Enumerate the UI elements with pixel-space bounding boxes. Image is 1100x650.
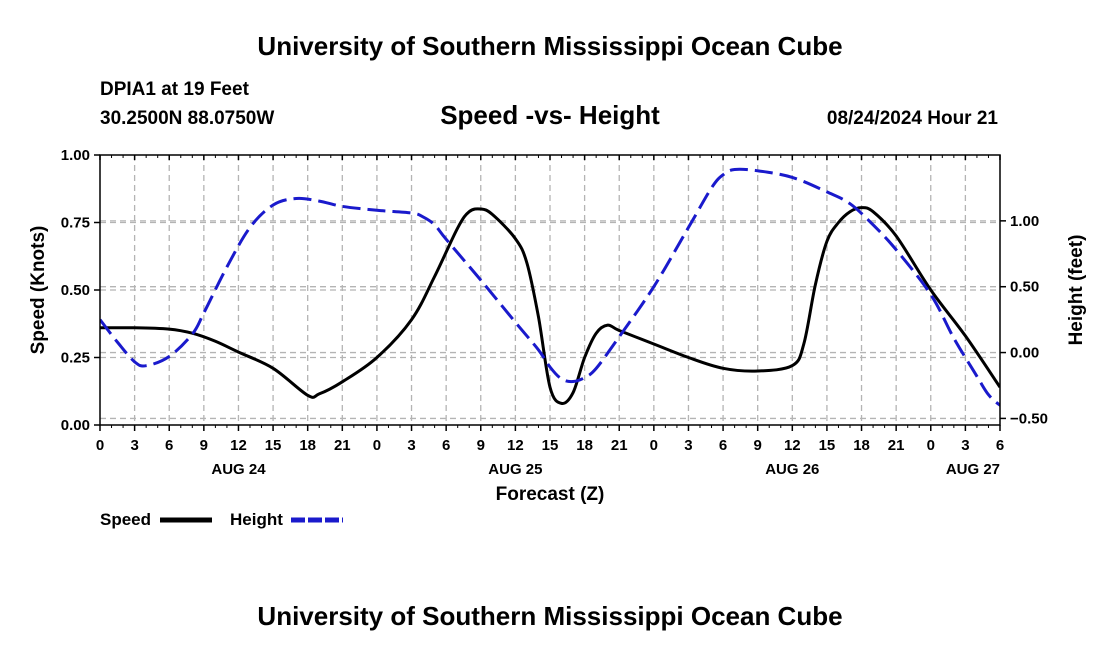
chart-title: Speed -vs- Height bbox=[440, 100, 660, 130]
series-line-height bbox=[100, 167, 1000, 408]
date-label: AUG 27 bbox=[946, 461, 1000, 478]
x-tick-label: 9 bbox=[477, 437, 485, 454]
x-tick-label: 15 bbox=[542, 437, 559, 454]
x-tick-label: 6 bbox=[442, 437, 450, 454]
axes: 0 3 6 9 12 15 18 21 0 3 6 9 12 15 18 21 0 3 6 9 12 15 18 21 0 3 6 A… bbox=[61, 147, 1048, 478]
x-tick-label: 9 bbox=[754, 437, 762, 454]
date-label: AUG 24 bbox=[211, 461, 266, 478]
data-series bbox=[100, 167, 1000, 408]
x-axis-label: Forecast (Z) bbox=[496, 484, 605, 505]
series-line-speed bbox=[100, 206, 1000, 406]
legend-label-height: Height bbox=[230, 510, 283, 529]
x-tick-label: 9 bbox=[200, 437, 208, 454]
x-tick-label: 12 bbox=[230, 437, 247, 454]
x-tick-label: 0 bbox=[650, 437, 658, 454]
x-tick-label: 3 bbox=[684, 437, 692, 454]
x-tick-label: 6 bbox=[996, 437, 1004, 454]
y-tick-label: 0.25 bbox=[61, 350, 90, 367]
y-tick-label: 1.00 bbox=[61, 147, 90, 164]
date-label: AUG 25 bbox=[488, 461, 542, 478]
x-tick-label: 21 bbox=[334, 437, 351, 454]
station-label: DPIA1 at 19 Feet bbox=[100, 79, 250, 100]
footer-title: University of Southern Mississippi Ocean… bbox=[257, 601, 842, 631]
y-tick-label: 0.50 bbox=[61, 282, 90, 299]
x-tick-label: 6 bbox=[719, 437, 727, 454]
y2-axis-label: Height (feet) bbox=[1066, 235, 1087, 346]
y2-tick-label: 0.50 bbox=[1010, 279, 1039, 296]
date-label: AUG 26 bbox=[765, 461, 819, 478]
forecast-datetime: 08/24/2024 Hour 21 bbox=[827, 108, 999, 129]
x-tick-label: 12 bbox=[507, 437, 524, 454]
y-axis-label: Speed (Knots) bbox=[28, 226, 49, 355]
plot-frame bbox=[99, 154, 1001, 426]
x-tick-label: 12 bbox=[784, 437, 801, 454]
x-tick-label: 21 bbox=[888, 437, 905, 454]
report-title: University of Southern Mississippi Ocean… bbox=[257, 31, 842, 61]
x-tick-label: 21 bbox=[611, 437, 628, 454]
x-tick-label: 15 bbox=[265, 437, 282, 454]
x-tick-label: 3 bbox=[961, 437, 969, 454]
coordinates-label: 30.2500N 88.0750W bbox=[100, 108, 274, 129]
y2-tick-label: 1.00 bbox=[1010, 213, 1039, 230]
x-tick-label: 0 bbox=[927, 437, 935, 454]
y2-tick-label: 0.00 bbox=[1010, 345, 1039, 362]
x-tick-label: 0 bbox=[96, 437, 104, 454]
y-tick-label: 0.75 bbox=[61, 215, 90, 232]
x-tick-label: 0 bbox=[373, 437, 381, 454]
y2-tick-label: −0.50 bbox=[1010, 410, 1048, 427]
x-tick-label: 3 bbox=[130, 437, 138, 454]
legend-label-speed: Speed bbox=[100, 510, 151, 529]
x-tick-label: 18 bbox=[299, 437, 316, 454]
y-tick-label: 0.00 bbox=[61, 417, 90, 434]
x-tick-label: 6 bbox=[165, 437, 173, 454]
x-tick-label: 18 bbox=[576, 437, 593, 454]
x-tick-label: 18 bbox=[853, 437, 870, 454]
x-tick-label: 15 bbox=[819, 437, 836, 454]
x-tick-label: 3 bbox=[407, 437, 415, 454]
legend: Speed Height bbox=[100, 510, 343, 529]
